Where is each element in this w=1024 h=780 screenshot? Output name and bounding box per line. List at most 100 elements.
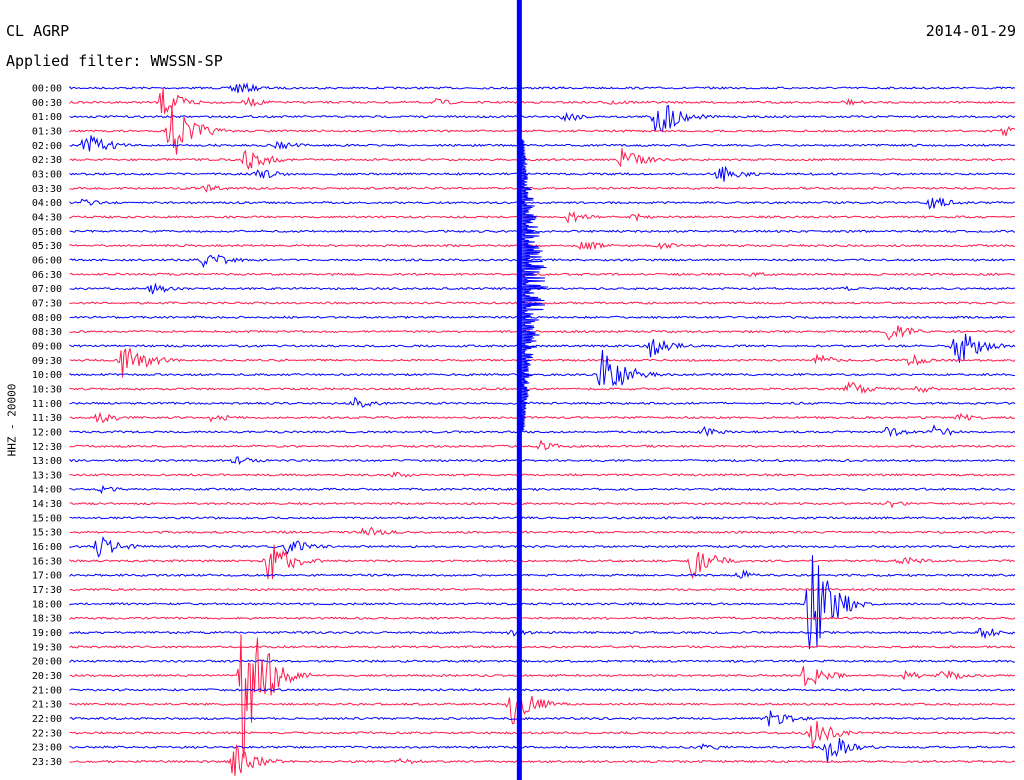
- trace-line: [69, 720, 1016, 749]
- trace-line: [69, 88, 1016, 114]
- row-time-label: 15:00: [32, 513, 62, 524]
- row-time-label: 04:30: [32, 212, 62, 223]
- trace-line: [69, 349, 1016, 387]
- row-time-label: 16:30: [32, 556, 62, 567]
- trace-line: [69, 396, 1016, 408]
- row-time-label: 21:30: [32, 700, 62, 711]
- trace-line: [69, 135, 1016, 152]
- trace-line: [69, 301, 1016, 305]
- row-time-label: 02:30: [32, 155, 62, 166]
- row-time-label: 05:30: [32, 241, 62, 252]
- applied-filter-label: Applied filter: WWSSN-SP: [6, 52, 223, 70]
- trace-line: [69, 569, 1016, 579]
- trace-line: [69, 271, 1016, 277]
- row-time-label: 19:30: [32, 642, 62, 653]
- recording-date: 2014-01-29: [925, 22, 1016, 40]
- row-time-label: 10:00: [32, 370, 62, 381]
- row-time-label: 06:30: [32, 270, 62, 281]
- trace-line: [69, 710, 1016, 727]
- trace-line: [69, 616, 1016, 621]
- trace-line: [69, 411, 1016, 424]
- trace-line: [69, 325, 1016, 341]
- trace-line: [69, 165, 1016, 182]
- trace-line: [69, 196, 1016, 210]
- trace-line: [69, 587, 1016, 592]
- row-time-label: 00:30: [32, 98, 62, 109]
- trace-line: [69, 210, 1016, 224]
- trace-line: [69, 254, 1016, 269]
- row-time-label: 19:00: [32, 628, 62, 639]
- row-time-label: 20:30: [32, 671, 62, 682]
- row-time-label: 03:30: [32, 184, 62, 195]
- row-time-label: 12:30: [32, 442, 62, 453]
- trace-line: [69, 555, 1016, 650]
- trace-line: [69, 424, 1016, 438]
- trace-line: [69, 282, 1016, 295]
- trace-line: [69, 456, 1016, 466]
- saturated-waveform-lobe: [519, 139, 549, 431]
- trace-line: [69, 634, 1016, 759]
- trace-line: [69, 659, 1016, 664]
- clipped-signal-band: [516, 0, 522, 780]
- trace-line: [69, 516, 1016, 520]
- row-time-label: 14:30: [32, 499, 62, 510]
- row-time-label: 13:30: [32, 470, 62, 481]
- row-time-label: 03:00: [32, 169, 62, 180]
- trace-line: [69, 536, 1016, 558]
- row-time-label: 16:00: [32, 542, 62, 553]
- trace-line: [69, 105, 1016, 155]
- row-time-label: 18:00: [32, 599, 62, 610]
- row-time-label: 10:30: [32, 384, 62, 395]
- trace-line: [69, 688, 1016, 692]
- row-time-label: 12:00: [32, 427, 62, 438]
- row-time-label: 08:00: [32, 313, 62, 324]
- trace-line: [69, 526, 1016, 536]
- row-time-label: 04:00: [32, 198, 62, 209]
- trace-line: [69, 500, 1016, 509]
- trace-line: [69, 695, 1016, 725]
- trace-line: [69, 104, 1016, 133]
- row-time-label: 17:00: [32, 571, 62, 582]
- row-time-label: 07:00: [32, 284, 62, 295]
- trace-line: [69, 241, 1016, 251]
- row-time-label: 05:00: [32, 227, 62, 238]
- row-time-label: 01:30: [32, 126, 62, 137]
- trace-line: [69, 333, 1016, 363]
- row-time-label: 09:30: [32, 356, 62, 367]
- trace-line: [69, 439, 1016, 451]
- row-time-label: 07:30: [32, 298, 62, 309]
- row-time-label: 06:00: [32, 255, 62, 266]
- row-time-label: 22:30: [32, 728, 62, 739]
- row-time-label: 02:00: [32, 141, 62, 152]
- row-time-label: 11:00: [32, 399, 62, 410]
- row-time-label: 14:00: [32, 485, 62, 496]
- trace-line: [69, 381, 1016, 395]
- trace-line: [69, 184, 1016, 193]
- trace-line: [69, 471, 1016, 478]
- trace-line: [69, 229, 1016, 234]
- trace-line: [69, 82, 1016, 94]
- row-time-label: 13:00: [32, 456, 62, 467]
- row-time-label: 01:00: [32, 112, 62, 123]
- trace-line: [69, 348, 1016, 378]
- row-time-label: 23:30: [32, 757, 62, 768]
- trace-line: [69, 315, 1016, 320]
- row-time-label: 20:00: [32, 657, 62, 668]
- row-time-label: 09:00: [32, 341, 62, 352]
- trace-line: [69, 645, 1016, 649]
- row-time-label: 11:30: [32, 413, 62, 424]
- trace-line: [69, 484, 1016, 495]
- station-code: CL AGRP: [6, 22, 70, 40]
- row-time-label: 23:00: [32, 743, 62, 754]
- trace-line: [69, 544, 1016, 580]
- trace-line: [69, 627, 1016, 640]
- row-time-label: 21:00: [32, 685, 62, 696]
- row-time-label: 08:30: [32, 327, 62, 338]
- trace-line: [69, 744, 1016, 776]
- row-time-label: 22:00: [32, 714, 62, 725]
- trace-line: [69, 737, 1016, 763]
- row-time-label: 17:30: [32, 585, 62, 596]
- row-time-label: 00:00: [32, 84, 62, 95]
- row-time-label: 18:30: [32, 614, 62, 625]
